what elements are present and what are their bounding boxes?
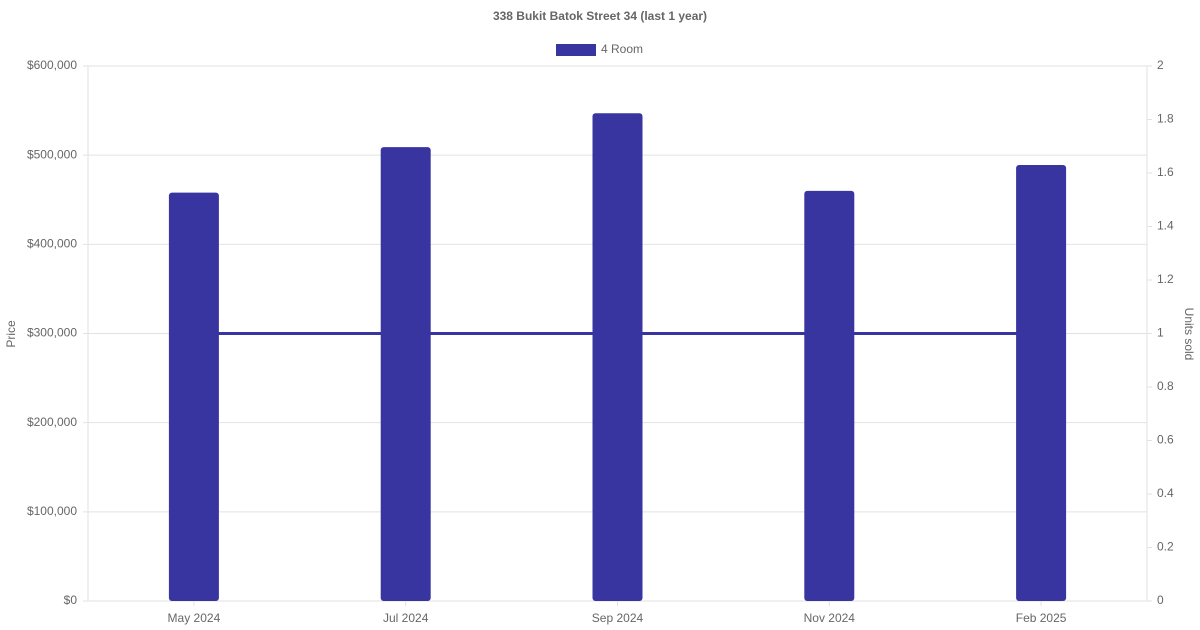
y2-tick-label: 1.8 bbox=[1157, 112, 1174, 126]
y2-tick-label: 0.4 bbox=[1157, 486, 1174, 500]
y2-tick-label: 1.2 bbox=[1157, 272, 1174, 286]
y2-tick-label: 2 bbox=[1157, 58, 1164, 72]
y-tick-label: $600,000 bbox=[27, 58, 77, 72]
y2-tick-label: 0.8 bbox=[1157, 379, 1174, 393]
y-tick-label: $400,000 bbox=[27, 237, 77, 251]
bar bbox=[168, 192, 219, 601]
y2-axis-title: Units sold bbox=[1182, 308, 1196, 361]
y2-tick-label: 0.6 bbox=[1157, 433, 1174, 447]
legend-label: 4 Room bbox=[601, 42, 643, 56]
bar bbox=[592, 113, 643, 601]
y2-tick-label: 1 bbox=[1157, 326, 1164, 340]
y-tick-label: $0 bbox=[64, 593, 78, 607]
y2-tick-label: 0 bbox=[1157, 593, 1164, 607]
y-tick-label: $300,000 bbox=[27, 326, 77, 340]
bar bbox=[804, 190, 855, 602]
y2-tick-label: 1.6 bbox=[1157, 165, 1174, 179]
y2-tick-label: 0.2 bbox=[1157, 540, 1174, 554]
y-axis-title: Price bbox=[4, 320, 18, 348]
y-tick-label: $100,000 bbox=[27, 504, 77, 518]
y-tick-label: $500,000 bbox=[27, 147, 77, 161]
bar bbox=[380, 147, 431, 601]
x-tick-label: May 2024 bbox=[168, 611, 221, 625]
chart-title: 338 Bukit Batok Street 34 (last 1 year) bbox=[493, 9, 707, 23]
x-tick-label: Sep 2024 bbox=[592, 611, 644, 625]
bar bbox=[1016, 164, 1067, 601]
x-tick-label: Jul 2024 bbox=[383, 611, 429, 625]
legend-swatch bbox=[556, 44, 596, 56]
x-tick-label: Nov 2024 bbox=[804, 611, 856, 625]
y-tick-label: $200,000 bbox=[27, 415, 77, 429]
x-tick-label: Feb 2025 bbox=[1016, 611, 1067, 625]
y2-tick-label: 1.4 bbox=[1157, 219, 1174, 233]
